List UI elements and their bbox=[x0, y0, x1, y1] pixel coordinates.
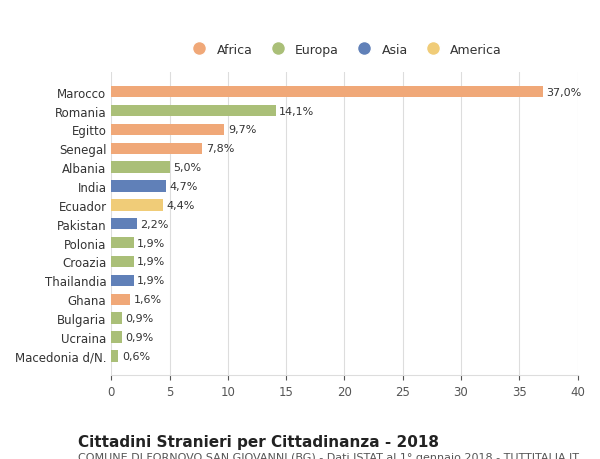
Bar bbox=[112, 87, 542, 98]
Text: 37,0%: 37,0% bbox=[546, 88, 581, 97]
Text: 7,8%: 7,8% bbox=[206, 144, 234, 154]
Text: 2,2%: 2,2% bbox=[140, 219, 169, 229]
Text: 4,4%: 4,4% bbox=[166, 201, 194, 210]
Text: 5,0%: 5,0% bbox=[173, 163, 201, 173]
Bar bbox=[112, 331, 122, 343]
Text: 1,9%: 1,9% bbox=[137, 238, 165, 248]
Bar bbox=[112, 106, 275, 117]
Bar bbox=[112, 124, 224, 136]
Bar bbox=[112, 237, 134, 249]
Text: 0,9%: 0,9% bbox=[125, 313, 154, 324]
Legend: Africa, Europa, Asia, America: Africa, Europa, Asia, America bbox=[183, 40, 506, 61]
Bar bbox=[112, 218, 137, 230]
Text: Cittadini Stranieri per Cittadinanza - 2018: Cittadini Stranieri per Cittadinanza - 2… bbox=[78, 434, 439, 449]
Bar bbox=[112, 275, 134, 286]
Text: 1,9%: 1,9% bbox=[137, 257, 165, 267]
Bar bbox=[112, 313, 122, 324]
Text: 4,7%: 4,7% bbox=[170, 182, 198, 191]
Bar bbox=[112, 181, 166, 192]
Bar bbox=[112, 294, 130, 305]
Bar bbox=[112, 200, 163, 211]
Bar bbox=[112, 162, 170, 174]
Bar bbox=[112, 143, 202, 155]
Text: 9,7%: 9,7% bbox=[228, 125, 256, 135]
Text: 1,6%: 1,6% bbox=[134, 295, 161, 305]
Bar bbox=[112, 256, 134, 268]
Text: 0,9%: 0,9% bbox=[125, 332, 154, 342]
Bar bbox=[112, 350, 118, 362]
Text: 0,6%: 0,6% bbox=[122, 351, 150, 361]
Text: COMUNE DI FORNOVO SAN GIOVANNI (BG) - Dati ISTAT al 1° gennaio 2018 - TUTTITALIA: COMUNE DI FORNOVO SAN GIOVANNI (BG) - Da… bbox=[78, 452, 579, 459]
Text: 14,1%: 14,1% bbox=[279, 106, 314, 116]
Text: 1,9%: 1,9% bbox=[137, 276, 165, 286]
